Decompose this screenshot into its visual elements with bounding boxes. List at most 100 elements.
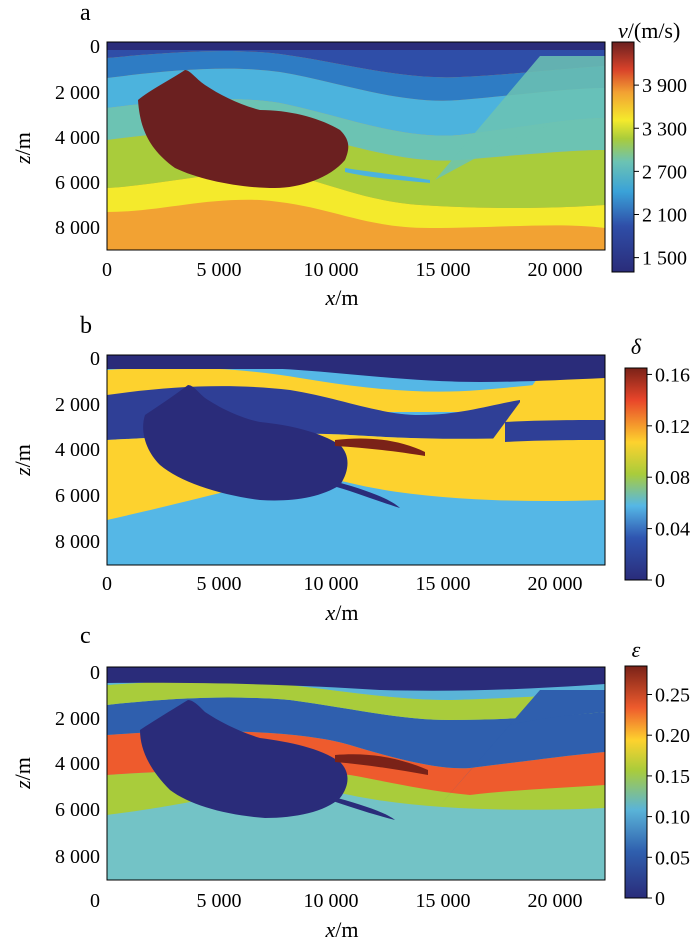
panel-b-ylabel: z/m bbox=[10, 444, 35, 477]
panel-b-xtick-1: 5 000 bbox=[197, 573, 242, 595]
panel-label-a: a bbox=[80, 0, 91, 26]
panel-b-region-lens bbox=[335, 438, 425, 456]
panel-c-colorbar-title: ε bbox=[632, 637, 641, 662]
panel-c-xtick-1: 5 000 bbox=[197, 890, 242, 912]
panel-a-colorbar-tick-label: 2 700 bbox=[642, 161, 687, 183]
panel-a-ytick-3: 6 000 bbox=[55, 172, 100, 194]
panel-a-ytick-4: 8 000 bbox=[55, 217, 100, 239]
panel-c-region-layer-2-upper bbox=[107, 681, 605, 720]
panel-a-fault-block bbox=[435, 56, 605, 180]
panel-a-xtick-3: 15 000 bbox=[416, 259, 471, 281]
panel-c-ytick-1: 2 000 bbox=[55, 708, 100, 730]
panel-b-colorbar-tick-label: 0.04 bbox=[655, 519, 690, 541]
panel-c-colorbar-tick-label: 0.15 bbox=[655, 766, 690, 788]
panel-a-xtick-4: 20 000 bbox=[528, 259, 583, 281]
panel-c-plot bbox=[107, 667, 605, 880]
panel-a-ytick-1: 2 000 bbox=[55, 82, 100, 104]
panel-c-ytick-2: 4 000 bbox=[55, 753, 100, 775]
panel-b-region-background bbox=[107, 355, 605, 369]
panel-b-colorbar-tick-label: 0 bbox=[655, 570, 665, 592]
panel-a-colorbar-tick-label: 3 300 bbox=[642, 118, 687, 140]
panel-b-ytick-4: 8 000 bbox=[55, 531, 100, 553]
panel-a-wedge bbox=[345, 168, 430, 183]
panel-c-xtick-2: 10 000 bbox=[304, 890, 359, 912]
panel-a-xtick-0: 0 bbox=[102, 259, 112, 281]
panel-c-colorbar-tick-label: 0.20 bbox=[655, 725, 690, 747]
panel-a-xtick-1: 5 000 bbox=[197, 259, 242, 281]
panel-a-ytick-0: 0 bbox=[90, 36, 100, 58]
panel-b-colorbar-tick-label: 0.12 bbox=[655, 416, 690, 438]
panel-c-fault-block bbox=[440, 690, 605, 805]
panel-a-xtick-2: 10 000 bbox=[304, 259, 359, 281]
panel-c: c 0 2 000 4 000 6 000 8 000 0 5 000 10 bbox=[10, 623, 690, 942]
panel-a-region-layer-3 bbox=[107, 68, 605, 136]
panel-c-ytick-4: 8 000 bbox=[55, 846, 100, 868]
panel-a-region-layer-6 bbox=[107, 172, 605, 228]
panel-a-region-salt-body bbox=[138, 70, 349, 188]
panel-c-colorbar-ticks: 0 0.05 0.10 0.15 0.20 0.25 bbox=[647, 684, 690, 910]
panel-b-xtick-4: 20 000 bbox=[528, 573, 583, 595]
panel-c-xtick-0: 0 bbox=[90, 890, 100, 912]
panel-c-xlabel: x/m bbox=[325, 917, 359, 942]
panel-a-colorbar-tick-label: 3 900 bbox=[642, 75, 687, 97]
panel-c-region-lens bbox=[335, 754, 428, 775]
panel-b-colorbar-title: δ bbox=[631, 334, 642, 359]
panel-b: b 0 2 000 4 000 6 000 8 000 0 5 000 10 0… bbox=[10, 313, 690, 625]
panel-b-plot bbox=[107, 355, 605, 565]
panel-a-colorbar-ticks: 1 500 2 100 2 700 3 300 3 900 bbox=[634, 75, 687, 270]
panel-b-salt-body bbox=[143, 385, 348, 501]
panel-a-ylabel: z/m bbox=[10, 132, 35, 165]
panel-c-colorbar-tick-label: 0 bbox=[655, 888, 665, 910]
panel-b-x-ticks: 0 5 000 10 000 15 000 20 000 bbox=[102, 573, 583, 595]
panel-b-region-layer-3-right bbox=[505, 420, 605, 442]
panel-b-ytick-2: 4 000 bbox=[55, 439, 100, 461]
panel-b-frame bbox=[106, 354, 606, 566]
panel-c-x-ticks: 0 5 000 10 000 15 000 20 000 bbox=[90, 890, 583, 912]
panel-c-region-background bbox=[107, 667, 605, 679]
panel-c-thin-layer bbox=[330, 796, 395, 820]
panel-a-colorbar-tick-label: 1 500 bbox=[642, 248, 687, 270]
panel-c-y-ticks: 0 2 000 4 000 6 000 8 000 bbox=[55, 662, 100, 868]
panel-a-y-ticks: 0 2 000 4 000 6 000 8 000 bbox=[55, 36, 100, 239]
panel-a-colorbar-title: v/(m/s) bbox=[618, 18, 680, 43]
panel-a-x-ticks: 0 5 000 10 000 15 000 20 000 bbox=[102, 259, 583, 281]
panel-label-b: b bbox=[80, 313, 92, 339]
panel-a-region-background bbox=[107, 42, 605, 50]
panel-label-c: c bbox=[80, 623, 91, 649]
panel-a-plot bbox=[107, 42, 605, 250]
panel-c-colorbar bbox=[624, 665, 648, 899]
panel-a-colorbar bbox=[611, 41, 635, 273]
panel-c-ylabel: z/m bbox=[10, 757, 35, 790]
panel-a-ytick-2: 4 000 bbox=[55, 127, 100, 149]
panel-a-colorbar-tick-label: 2 100 bbox=[642, 205, 687, 227]
panel-c-colorbar-tick-label: 0.25 bbox=[655, 684, 690, 706]
panel-b-ytick-0: 0 bbox=[90, 348, 100, 370]
panel-c-colorbar-tick-label: 0.10 bbox=[655, 807, 690, 829]
panel-b-colorbar-tick-label: 0.16 bbox=[655, 364, 690, 386]
panel-c-ytick-3: 6 000 bbox=[55, 799, 100, 821]
panel-a-xlabel: x/m bbox=[325, 285, 359, 310]
panel-b-xtick-3: 15 000 bbox=[416, 573, 471, 595]
panel-c-colorbar-tick-label: 0.05 bbox=[655, 847, 690, 869]
panel-b-thin-layer bbox=[330, 480, 400, 508]
panel-c-salt-body bbox=[140, 700, 348, 818]
panel-b-top-wedge bbox=[107, 368, 605, 382]
panel-a-frame bbox=[106, 41, 606, 251]
panel-a-region-layer-1 bbox=[107, 48, 605, 78]
panel-c-frame bbox=[106, 666, 606, 881]
panel-c-top-wedge bbox=[107, 679, 605, 691]
panel-b-xtick-2: 10 000 bbox=[304, 573, 359, 595]
panel-a-region-layer-2 bbox=[107, 51, 605, 101]
panel-b-ytick-3: 6 000 bbox=[55, 485, 100, 507]
panel-b-colorbar bbox=[624, 367, 648, 581]
panel-b-colorbar-tick-label: 0.08 bbox=[655, 467, 690, 489]
panel-b-xtick-0: 0 bbox=[102, 573, 112, 595]
panel-b-xlabel: x/m bbox=[325, 600, 359, 625]
panel-b-y-ticks: 0 2 000 4 000 6 000 8 000 bbox=[55, 348, 100, 553]
panel-a: a 0 2 000 4 000 6 000 8 000 0 5 000 10 0… bbox=[10, 0, 687, 310]
panel-c-ytick-0: 0 bbox=[90, 662, 100, 684]
panel-b-ytick-1: 2 000 bbox=[55, 394, 100, 416]
panel-b-colorbar-ticks: 0 0.04 0.08 0.12 0.16 bbox=[647, 364, 690, 592]
panel-c-region-layer-3 bbox=[107, 697, 605, 769]
